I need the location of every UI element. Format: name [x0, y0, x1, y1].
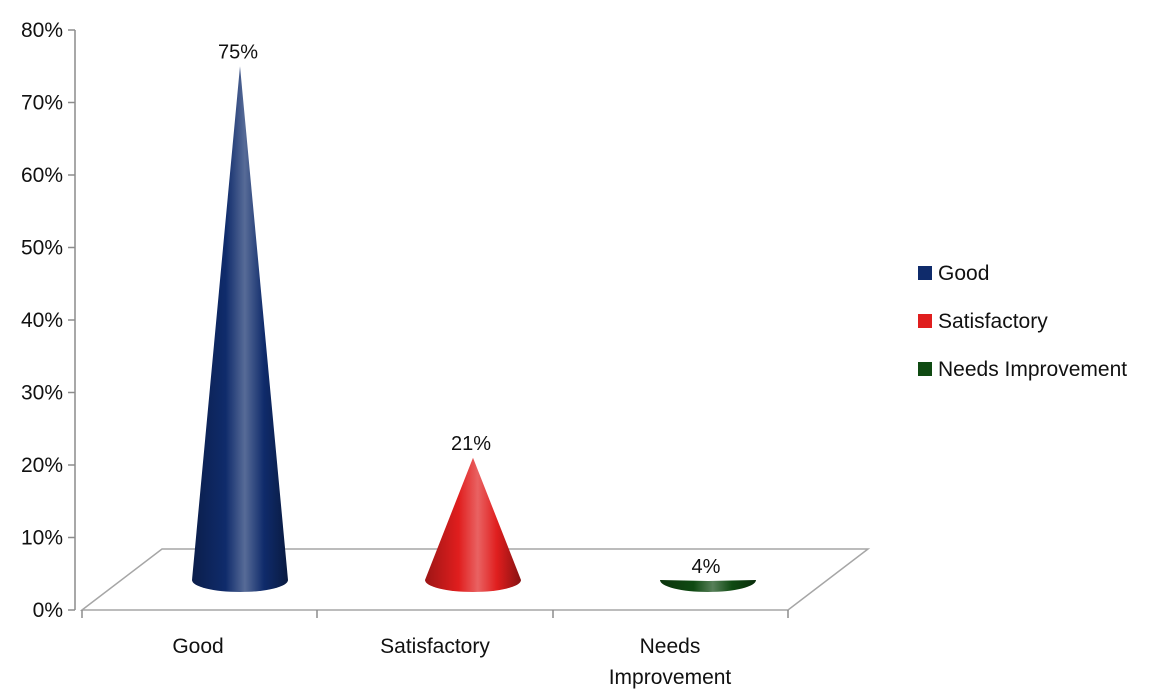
y-tick-label: 0%	[33, 599, 63, 622]
data-label: 75%	[218, 41, 258, 63]
legend-swatch	[918, 266, 932, 280]
legend-label: Good	[938, 262, 989, 285]
x-category-label: Needs Improvement	[609, 635, 732, 689]
data-label: 21%	[451, 433, 491, 455]
y-tick-label: 40%	[21, 309, 63, 332]
y-tick-label: 60%	[21, 164, 63, 187]
y-tick-label: 20%	[21, 454, 63, 477]
cone-satisfactory	[425, 457, 521, 592]
x-category-label: Satisfactory	[380, 635, 490, 658]
cone-needs-improvement	[660, 580, 756, 592]
y-tick-label: 70%	[21, 92, 63, 115]
data-label: 4%	[692, 556, 721, 578]
legend-swatch	[918, 314, 932, 328]
cone-good	[192, 66, 288, 592]
y-tick-label: 50%	[21, 237, 63, 260]
legend-label: Needs Improvement	[938, 358, 1127, 381]
y-tick-label: 80%	[21, 19, 63, 42]
legend-swatch	[918, 362, 932, 376]
legend-label: Satisfactory	[938, 310, 1048, 333]
x-category-label: Good	[172, 635, 223, 658]
y-tick-label: 30%	[21, 382, 63, 405]
y-tick-label: 10%	[21, 527, 63, 550]
